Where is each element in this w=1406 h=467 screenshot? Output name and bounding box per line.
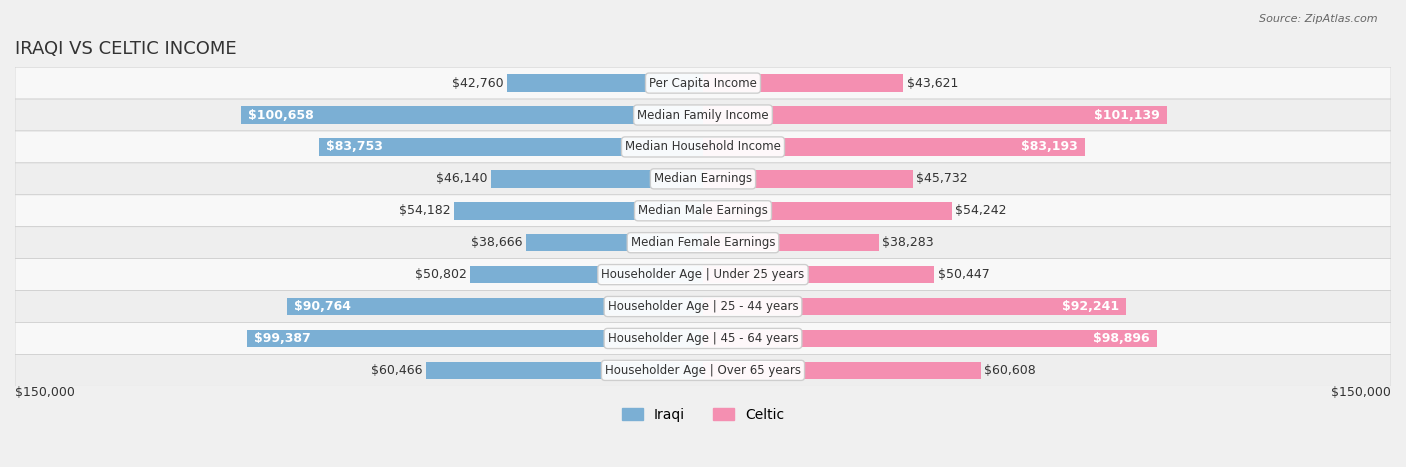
Text: $92,241: $92,241 <box>1062 300 1119 313</box>
Text: $99,387: $99,387 <box>254 332 311 345</box>
Bar <box>703 266 935 283</box>
FancyBboxPatch shape <box>15 67 1391 99</box>
Text: $38,666: $38,666 <box>471 236 522 249</box>
Text: Source: ZipAtlas.com: Source: ZipAtlas.com <box>1260 14 1378 24</box>
Text: Median Family Income: Median Family Income <box>637 108 769 121</box>
Bar <box>508 74 703 92</box>
Bar <box>426 361 703 379</box>
Text: $150,000: $150,000 <box>1331 386 1391 399</box>
Text: $38,283: $38,283 <box>882 236 934 249</box>
FancyBboxPatch shape <box>15 323 1391 354</box>
Text: $54,182: $54,182 <box>399 204 451 217</box>
FancyBboxPatch shape <box>15 195 1391 227</box>
FancyBboxPatch shape <box>15 163 1391 195</box>
Text: Median Household Income: Median Household Income <box>626 141 780 154</box>
Bar <box>703 361 981 379</box>
Text: $60,608: $60,608 <box>984 364 1036 377</box>
Text: Householder Age | 45 - 64 years: Householder Age | 45 - 64 years <box>607 332 799 345</box>
Bar <box>703 202 952 219</box>
Text: $83,193: $83,193 <box>1021 141 1077 154</box>
Text: $50,802: $50,802 <box>415 268 467 281</box>
Text: $98,896: $98,896 <box>1092 332 1150 345</box>
Text: $54,242: $54,242 <box>955 204 1007 217</box>
FancyBboxPatch shape <box>15 99 1391 131</box>
Bar <box>247 330 703 347</box>
Bar <box>242 106 703 124</box>
FancyBboxPatch shape <box>15 259 1391 290</box>
Text: $101,139: $101,139 <box>1094 108 1160 121</box>
Text: Median Earnings: Median Earnings <box>654 172 752 185</box>
Bar <box>454 202 703 219</box>
Text: $100,658: $100,658 <box>249 108 314 121</box>
Text: Householder Age | Over 65 years: Householder Age | Over 65 years <box>605 364 801 377</box>
Bar <box>491 170 703 188</box>
Text: Householder Age | 25 - 44 years: Householder Age | 25 - 44 years <box>607 300 799 313</box>
Text: $90,764: $90,764 <box>294 300 350 313</box>
FancyBboxPatch shape <box>15 290 1391 323</box>
Text: Householder Age | Under 25 years: Householder Age | Under 25 years <box>602 268 804 281</box>
Bar <box>703 234 879 251</box>
Text: $150,000: $150,000 <box>15 386 75 399</box>
Text: $46,140: $46,140 <box>436 172 488 185</box>
Bar <box>526 234 703 251</box>
FancyBboxPatch shape <box>15 227 1391 259</box>
Bar <box>319 138 703 156</box>
FancyBboxPatch shape <box>15 131 1391 163</box>
Legend: Iraqi, Celtic: Iraqi, Celtic <box>616 402 790 427</box>
Text: $42,760: $42,760 <box>451 77 503 90</box>
Bar <box>470 266 703 283</box>
Bar <box>703 74 903 92</box>
Bar <box>703 106 1167 124</box>
Text: Median Male Earnings: Median Male Earnings <box>638 204 768 217</box>
Text: Median Female Earnings: Median Female Earnings <box>631 236 775 249</box>
Text: $45,732: $45,732 <box>917 172 967 185</box>
Bar <box>703 298 1126 315</box>
Bar <box>703 330 1157 347</box>
Text: IRAQI VS CELTIC INCOME: IRAQI VS CELTIC INCOME <box>15 40 236 57</box>
Text: $50,447: $50,447 <box>938 268 990 281</box>
Text: $60,466: $60,466 <box>371 364 422 377</box>
Text: $83,753: $83,753 <box>326 141 382 154</box>
Bar <box>703 170 912 188</box>
Text: $43,621: $43,621 <box>907 77 957 90</box>
FancyBboxPatch shape <box>15 354 1391 386</box>
Bar <box>703 138 1084 156</box>
Text: Per Capita Income: Per Capita Income <box>650 77 756 90</box>
Bar <box>287 298 703 315</box>
